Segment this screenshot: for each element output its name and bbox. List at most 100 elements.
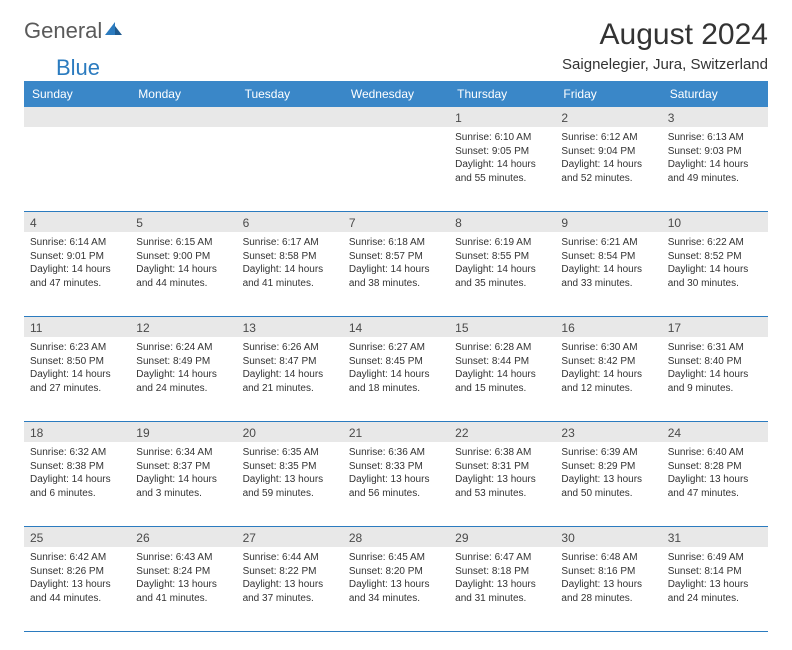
daylight-text: Daylight: 14 hours and 12 minutes. xyxy=(561,368,655,395)
day-number: 6 xyxy=(237,212,343,232)
day-cell: Sunrise: 6:47 AMSunset: 8:18 PMDaylight:… xyxy=(449,547,555,631)
day-info: Sunrise: 6:36 AMSunset: 8:33 PMDaylight:… xyxy=(349,446,443,500)
sunrise-text: Sunrise: 6:27 AM xyxy=(349,341,443,355)
day-number: 20 xyxy=(237,422,343,442)
day-info: Sunrise: 6:44 AMSunset: 8:22 PMDaylight:… xyxy=(243,551,337,605)
sunset-text: Sunset: 8:44 PM xyxy=(455,355,549,369)
sunrise-text: Sunrise: 6:47 AM xyxy=(455,551,549,565)
sunset-text: Sunset: 9:00 PM xyxy=(136,250,230,264)
day-number: 4 xyxy=(24,212,130,232)
week-row: Sunrise: 6:14 AMSunset: 9:01 PMDaylight:… xyxy=(24,232,768,317)
day-cell: Sunrise: 6:22 AMSunset: 8:52 PMDaylight:… xyxy=(662,232,768,316)
sunset-text: Sunset: 8:33 PM xyxy=(349,460,443,474)
day-number: 13 xyxy=(237,317,343,337)
sunset-text: Sunset: 8:49 PM xyxy=(136,355,230,369)
sunrise-text: Sunrise: 6:49 AM xyxy=(668,551,762,565)
sunset-text: Sunset: 8:55 PM xyxy=(455,250,549,264)
day-cell: Sunrise: 6:38 AMSunset: 8:31 PMDaylight:… xyxy=(449,442,555,526)
sunset-text: Sunset: 8:29 PM xyxy=(561,460,655,474)
daylight-text: Daylight: 13 hours and 56 minutes. xyxy=(349,473,443,500)
day-number: 31 xyxy=(662,527,768,547)
sunrise-text: Sunrise: 6:18 AM xyxy=(349,236,443,250)
sunrise-text: Sunrise: 6:42 AM xyxy=(30,551,124,565)
day-info: Sunrise: 6:22 AMSunset: 8:52 PMDaylight:… xyxy=(668,236,762,290)
sunset-text: Sunset: 8:35 PM xyxy=(243,460,337,474)
day-number xyxy=(24,107,130,127)
daylight-text: Daylight: 14 hours and 27 minutes. xyxy=(30,368,124,395)
daylight-text: Daylight: 14 hours and 15 minutes. xyxy=(455,368,549,395)
day-info: Sunrise: 6:28 AMSunset: 8:44 PMDaylight:… xyxy=(455,341,549,395)
day-cell: Sunrise: 6:40 AMSunset: 8:28 PMDaylight:… xyxy=(662,442,768,526)
day-number: 21 xyxy=(343,422,449,442)
day-number: 19 xyxy=(130,422,236,442)
day-cell: Sunrise: 6:13 AMSunset: 9:03 PMDaylight:… xyxy=(662,127,768,211)
logo-text-blue: Blue xyxy=(56,55,100,80)
day-header: Sunday xyxy=(24,81,130,107)
daylight-text: Daylight: 14 hours and 18 minutes. xyxy=(349,368,443,395)
day-info: Sunrise: 6:42 AMSunset: 8:26 PMDaylight:… xyxy=(30,551,124,605)
daylight-text: Daylight: 14 hours and 55 minutes. xyxy=(455,158,549,185)
day-number: 10 xyxy=(662,212,768,232)
day-cell: Sunrise: 6:21 AMSunset: 8:54 PMDaylight:… xyxy=(555,232,661,316)
sunset-text: Sunset: 8:22 PM xyxy=(243,565,337,579)
sunrise-text: Sunrise: 6:17 AM xyxy=(243,236,337,250)
day-number: 30 xyxy=(555,527,661,547)
day-header: Monday xyxy=(130,81,236,107)
day-cell: Sunrise: 6:18 AMSunset: 8:57 PMDaylight:… xyxy=(343,232,449,316)
day-info: Sunrise: 6:49 AMSunset: 8:14 PMDaylight:… xyxy=(668,551,762,605)
day-number: 16 xyxy=(555,317,661,337)
day-info: Sunrise: 6:13 AMSunset: 9:03 PMDaylight:… xyxy=(668,131,762,185)
day-cell: Sunrise: 6:24 AMSunset: 8:49 PMDaylight:… xyxy=(130,337,236,421)
day-number: 3 xyxy=(662,107,768,127)
day-header: Wednesday xyxy=(343,81,449,107)
sunrise-text: Sunrise: 6:26 AM xyxy=(243,341,337,355)
day-number: 25 xyxy=(24,527,130,547)
daylight-text: Daylight: 14 hours and 41 minutes. xyxy=(243,263,337,290)
sunset-text: Sunset: 9:05 PM xyxy=(455,145,549,159)
day-cell: Sunrise: 6:10 AMSunset: 9:05 PMDaylight:… xyxy=(449,127,555,211)
week-row: Sunrise: 6:10 AMSunset: 9:05 PMDaylight:… xyxy=(24,127,768,212)
day-info: Sunrise: 6:47 AMSunset: 8:18 PMDaylight:… xyxy=(455,551,549,605)
day-number: 29 xyxy=(449,527,555,547)
day-cell: Sunrise: 6:42 AMSunset: 8:26 PMDaylight:… xyxy=(24,547,130,631)
day-header: Saturday xyxy=(662,81,768,107)
day-cell: Sunrise: 6:36 AMSunset: 8:33 PMDaylight:… xyxy=(343,442,449,526)
day-number: 12 xyxy=(130,317,236,337)
day-info: Sunrise: 6:24 AMSunset: 8:49 PMDaylight:… xyxy=(136,341,230,395)
day-number: 18 xyxy=(24,422,130,442)
day-cell: Sunrise: 6:49 AMSunset: 8:14 PMDaylight:… xyxy=(662,547,768,631)
sunrise-text: Sunrise: 6:19 AM xyxy=(455,236,549,250)
sunset-text: Sunset: 8:28 PM xyxy=(668,460,762,474)
day-number: 9 xyxy=(555,212,661,232)
week-number-row: 18192021222324 xyxy=(24,422,768,442)
sunset-text: Sunset: 8:26 PM xyxy=(30,565,124,579)
week-row: Sunrise: 6:42 AMSunset: 8:26 PMDaylight:… xyxy=(24,547,768,632)
sunrise-text: Sunrise: 6:10 AM xyxy=(455,131,549,145)
sunset-text: Sunset: 8:38 PM xyxy=(30,460,124,474)
day-number: 11 xyxy=(24,317,130,337)
day-info: Sunrise: 6:38 AMSunset: 8:31 PMDaylight:… xyxy=(455,446,549,500)
daylight-text: Daylight: 14 hours and 38 minutes. xyxy=(349,263,443,290)
daylight-text: Daylight: 14 hours and 35 minutes. xyxy=(455,263,549,290)
day-headers-row: SundayMondayTuesdayWednesdayThursdayFrid… xyxy=(24,81,768,107)
day-cell: Sunrise: 6:15 AMSunset: 9:00 PMDaylight:… xyxy=(130,232,236,316)
sunrise-text: Sunrise: 6:12 AM xyxy=(561,131,655,145)
sunset-text: Sunset: 8:52 PM xyxy=(668,250,762,264)
sunrise-text: Sunrise: 6:44 AM xyxy=(243,551,337,565)
logo: General xyxy=(24,18,126,44)
day-info: Sunrise: 6:15 AMSunset: 9:00 PMDaylight:… xyxy=(136,236,230,290)
daylight-text: Daylight: 13 hours and 59 minutes. xyxy=(243,473,337,500)
day-cell: Sunrise: 6:30 AMSunset: 8:42 PMDaylight:… xyxy=(555,337,661,421)
week-row: Sunrise: 6:32 AMSunset: 8:38 PMDaylight:… xyxy=(24,442,768,527)
sunrise-text: Sunrise: 6:15 AM xyxy=(136,236,230,250)
daylight-text: Daylight: 14 hours and 9 minutes. xyxy=(668,368,762,395)
sunrise-text: Sunrise: 6:34 AM xyxy=(136,446,230,460)
sunset-text: Sunset: 8:47 PM xyxy=(243,355,337,369)
sunset-text: Sunset: 8:31 PM xyxy=(455,460,549,474)
week-number-row: 45678910 xyxy=(24,212,768,232)
sunset-text: Sunset: 9:04 PM xyxy=(561,145,655,159)
day-info: Sunrise: 6:14 AMSunset: 9:01 PMDaylight:… xyxy=(30,236,124,290)
sunrise-text: Sunrise: 6:14 AM xyxy=(30,236,124,250)
day-number: 8 xyxy=(449,212,555,232)
day-info: Sunrise: 6:27 AMSunset: 8:45 PMDaylight:… xyxy=(349,341,443,395)
